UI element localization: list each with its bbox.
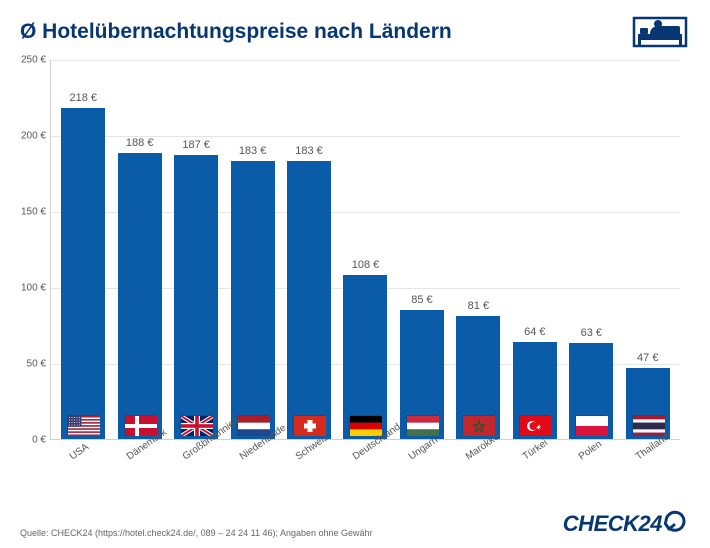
infographic-container: Ø Hotelübernachtungspreise nach Ländern …: [0, 0, 710, 548]
chart-area: 0 €50 €100 €150 €200 €250 € 218 €188 €18…: [50, 60, 680, 440]
usa-flag-icon: [67, 415, 99, 435]
netherlands-flag-icon: [237, 415, 269, 435]
logo-arrow-icon: [664, 510, 690, 538]
bar: [569, 343, 613, 439]
bed-icon: [630, 12, 690, 52]
bar: [513, 342, 557, 439]
bar: [343, 275, 387, 439]
footer: Quelle: CHECK24 (https://hotel.check24.d…: [20, 510, 690, 538]
y-axis-label: 150 €: [16, 207, 46, 218]
x-axis-labels: USADänemarkGroßbritannienNiederlandeSchw…: [50, 440, 680, 500]
thailand-flag-icon: [632, 415, 664, 435]
logo-text: CHECK24: [563, 511, 662, 537]
y-axis-label: 100 €: [16, 283, 46, 294]
bar-group: 188 €: [113, 137, 167, 439]
morocco-flag-icon: [462, 415, 494, 435]
bar-group: 183 €: [226, 145, 280, 439]
y-axis-label: 50 €: [16, 359, 46, 370]
bar-group: 63 €: [564, 327, 618, 439]
y-axis-label: 250 €: [16, 55, 46, 66]
bars-container: 218 € 188 € 187 € 183 € 183 € 108 € 85 € 81 € 6…: [51, 60, 680, 439]
bar: [61, 108, 105, 439]
y-axis-label: 0 €: [16, 435, 46, 446]
bar: [118, 153, 162, 439]
bar-group: 47 €: [621, 352, 675, 439]
bar-value-label: 64 €: [524, 326, 545, 338]
bar-group: 64 €: [508, 326, 562, 439]
denmark-flag-icon: [124, 415, 156, 435]
turkey-flag-icon: [519, 415, 551, 435]
switzerland-flag-icon: [293, 415, 325, 435]
bar-value-label: 81 €: [468, 300, 489, 312]
hungary-flag-icon: [406, 415, 438, 435]
uk-flag-icon: [180, 415, 212, 435]
bar-group: 218 €: [56, 92, 110, 439]
chart-title: Ø Hotelübernachtungspreise nach Ländern: [20, 20, 452, 44]
check24-logo: CHECK24: [563, 510, 690, 538]
bar: [626, 368, 670, 439]
bar-value-label: 218 €: [69, 92, 97, 104]
poland-flag-icon: [575, 415, 607, 435]
bar-value-label: 187 €: [182, 139, 210, 151]
bar-value-label: 183 €: [239, 145, 267, 157]
germany-flag-icon: [349, 415, 381, 435]
header: Ø Hotelübernachtungspreise nach Ländern: [20, 12, 690, 52]
bar: [287, 161, 331, 439]
bar-value-label: 183 €: [295, 145, 323, 157]
bar-value-label: 85 €: [411, 294, 432, 306]
bar-value-label: 63 €: [581, 327, 602, 339]
source-text: Quelle: CHECK24 (https://hotel.check24.d…: [20, 528, 373, 538]
bar-group: 108 €: [338, 259, 392, 439]
bar: [400, 310, 444, 439]
bar: [174, 155, 218, 439]
bar-group: 187 €: [169, 139, 223, 439]
bar-value-label: 108 €: [352, 259, 380, 271]
bar-group: 81 €: [451, 300, 505, 439]
bar-value-label: 47 €: [637, 352, 658, 364]
bar-value-label: 188 €: [126, 137, 154, 149]
bar-group: 85 €: [395, 294, 449, 439]
bar: [456, 316, 500, 439]
y-axis-label: 200 €: [16, 131, 46, 142]
bar: [231, 161, 275, 439]
bar-group: 183 €: [282, 145, 336, 439]
